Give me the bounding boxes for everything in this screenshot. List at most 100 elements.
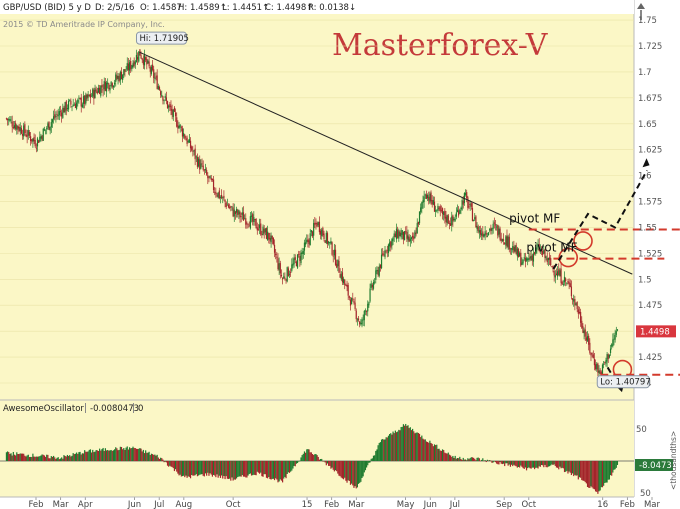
x-tick-label: Oct bbox=[521, 500, 536, 509]
candle-body bbox=[395, 228, 398, 240]
candle-body bbox=[316, 222, 318, 227]
oscillator-bar bbox=[218, 461, 220, 476]
oscillator-bar bbox=[352, 461, 354, 486]
oscillator-bar bbox=[443, 450, 445, 461]
candle-body bbox=[267, 231, 269, 240]
candle-body bbox=[120, 71, 123, 80]
candle-body bbox=[222, 196, 224, 198]
candle-body bbox=[230, 206, 232, 208]
oscillator-bar bbox=[40, 455, 42, 461]
oscillator-bar bbox=[606, 461, 608, 483]
candle-body bbox=[607, 354, 609, 360]
candle-body bbox=[371, 285, 373, 288]
candle-body bbox=[34, 139, 36, 147]
candle-body bbox=[390, 241, 392, 248]
candle-body bbox=[576, 301, 578, 310]
oscillator-bar bbox=[331, 461, 333, 468]
oscillator-bar bbox=[368, 461, 370, 463]
candle-body bbox=[417, 221, 419, 225]
candle-body bbox=[345, 285, 347, 287]
oscillator-bar bbox=[613, 461, 615, 470]
candle-body bbox=[123, 69, 125, 76]
x-tick-label: Jun bbox=[127, 500, 141, 509]
candle-body bbox=[221, 194, 223, 199]
candle-body bbox=[298, 253, 300, 255]
oscillator-bar bbox=[250, 461, 253, 476]
oscillator-bar bbox=[203, 461, 205, 477]
candle-body bbox=[115, 74, 117, 82]
candle-body bbox=[279, 263, 281, 274]
oscillator-bar bbox=[471, 457, 474, 461]
candle-body bbox=[74, 103, 77, 108]
candle-body bbox=[47, 123, 49, 128]
oscillator-bar bbox=[340, 461, 342, 478]
candle-body bbox=[203, 169, 205, 171]
candle-body bbox=[271, 235, 273, 240]
candle-body bbox=[71, 106, 73, 108]
oscillator-bar bbox=[371, 458, 373, 461]
oscillator-bar bbox=[402, 424, 405, 461]
candle-body bbox=[490, 227, 492, 231]
candle-body bbox=[173, 107, 176, 112]
oscillator-bar bbox=[131, 448, 133, 461]
oscillator-bar bbox=[269, 461, 271, 480]
candle-body bbox=[443, 211, 445, 215]
candle-body bbox=[84, 95, 86, 104]
candle-body bbox=[272, 238, 274, 244]
oscillator-bar bbox=[224, 461, 226, 480]
oscillator-bar bbox=[263, 461, 265, 475]
oscillator-bar bbox=[475, 460, 477, 461]
candle-body bbox=[458, 210, 460, 216]
oscillator-bar bbox=[96, 450, 98, 461]
candle-body bbox=[431, 199, 433, 205]
candle-body bbox=[437, 205, 439, 211]
oscillator-bar bbox=[502, 461, 505, 464]
osc-tick-bottom: 50 bbox=[640, 489, 651, 499]
candle-body bbox=[474, 217, 476, 220]
candle-body bbox=[398, 231, 400, 239]
candle-body bbox=[344, 279, 346, 285]
candle-body bbox=[451, 216, 453, 226]
oscillator-bar bbox=[596, 461, 598, 492]
header-close: C: 1.4498↑ bbox=[265, 3, 313, 13]
oscillator-bar bbox=[283, 461, 285, 479]
oscillator-bar bbox=[264, 461, 266, 475]
y-tick-label: 1.725 bbox=[638, 42, 662, 52]
candle-body bbox=[100, 85, 102, 96]
candle-body bbox=[40, 135, 42, 139]
candle-body bbox=[299, 255, 301, 261]
candle-body bbox=[453, 218, 455, 221]
oscillator-bar bbox=[275, 461, 277, 479]
candle-body bbox=[502, 239, 505, 241]
candle-body bbox=[248, 225, 250, 227]
candle-body bbox=[413, 236, 415, 240]
candle-body bbox=[493, 222, 495, 224]
oscillator-bar bbox=[527, 461, 529, 469]
oscillator-bar bbox=[118, 449, 120, 461]
oscillator-bar bbox=[133, 447, 135, 461]
candle-body bbox=[284, 277, 286, 279]
candle-body bbox=[456, 209, 459, 212]
oscillator-bar bbox=[105, 450, 108, 461]
scroll-arrow-icon[interactable] bbox=[637, 3, 645, 20]
oscillator-bar bbox=[592, 461, 594, 489]
oscillator-bar bbox=[554, 461, 556, 466]
candle-body bbox=[569, 283, 571, 288]
candle-body bbox=[178, 126, 180, 129]
candle-body bbox=[124, 69, 126, 72]
candle-body bbox=[252, 214, 254, 222]
oscillator-bar bbox=[337, 461, 339, 474]
candle-body bbox=[323, 233, 325, 240]
oscillator-bar bbox=[515, 461, 517, 467]
candle-body bbox=[476, 225, 478, 230]
candle-body bbox=[151, 64, 154, 71]
oscillator-bar bbox=[169, 461, 171, 466]
oscillator-bar bbox=[280, 461, 283, 481]
candle-body bbox=[515, 245, 517, 255]
oscillator-bar bbox=[406, 425, 408, 461]
oscillator-bar bbox=[339, 461, 341, 477]
candle-body bbox=[357, 318, 360, 321]
candle-body bbox=[378, 266, 380, 276]
candle-body bbox=[574, 299, 576, 306]
candle-body bbox=[127, 63, 130, 71]
